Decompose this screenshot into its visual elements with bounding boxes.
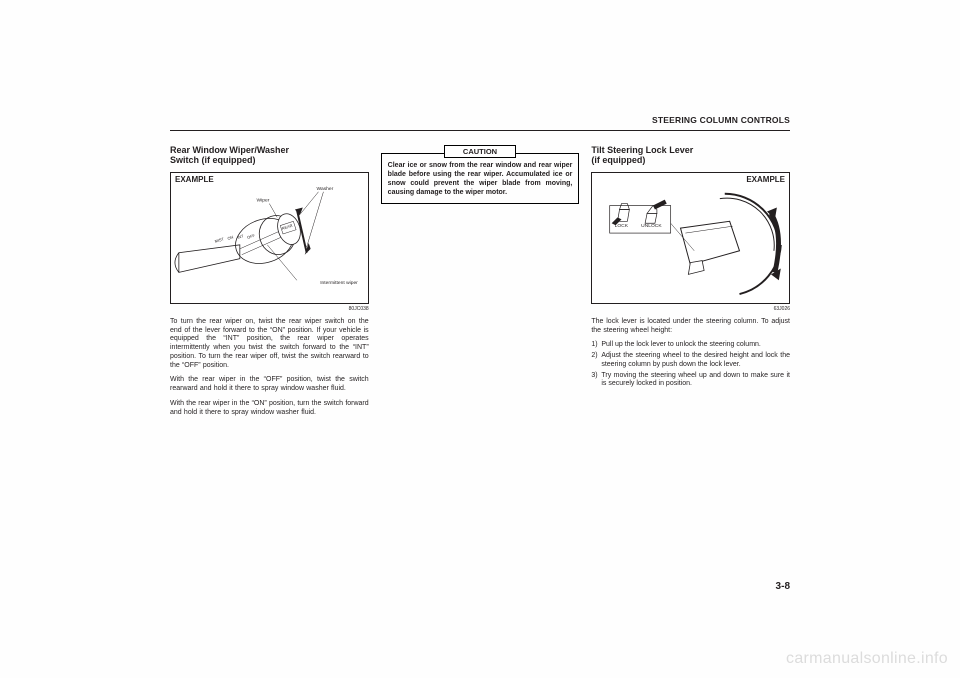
col3-heading-l1: Tilt Steering Lock Lever (591, 145, 693, 155)
col1-heading: Rear Window Wiper/Washer Switch (if equi… (170, 145, 369, 166)
manual-page: STEERING COLUMN CONTROLS Rear Window Wip… (170, 130, 790, 560)
knob-on-label: ON (227, 234, 234, 241)
col1-p2: With the rear wiper in the “OFF” positio… (170, 376, 369, 394)
page-number: 3-8 (776, 581, 790, 592)
fig-washer-label: Washer (317, 186, 334, 192)
col3-p1: The lock lever is located under the stee… (591, 318, 790, 336)
col3-fig-id: 63J026 (591, 306, 790, 312)
caution-body: Clear ice or snow from the rear window a… (382, 162, 579, 203)
knob-int-label: INT (237, 233, 245, 240)
fig-wiper-label: Wiper (257, 197, 270, 203)
fig-unlock-label: UNLOCK (642, 223, 663, 229)
caution-title: CAUTION (444, 145, 516, 158)
wiper-switch-illustration: REAR MIST ON INT OFF Washer Wiper (171, 173, 368, 303)
col1-heading-l2: Switch (if equipped) (170, 155, 256, 165)
list-item-2: 2) Adjust the steering wheel to the desi… (591, 352, 790, 370)
list-item-3: 3) Try moving the steering wheel up and … (591, 372, 790, 390)
column-2: CAUTION Clear ice or snow from the rear … (381, 145, 580, 423)
li2-num: 2) (591, 352, 601, 370)
running-header: STEERING COLUMN CONTROLS (652, 115, 790, 125)
watermark: carmanualsonline.info (786, 650, 948, 668)
svg-text:MIST: MIST (214, 236, 225, 244)
content-columns: Rear Window Wiper/Washer Switch (if equi… (170, 145, 790, 423)
col3-heading-l2: (if equipped) (591, 155, 645, 165)
col1-p1: To turn the rear wiper on, twist the rea… (170, 318, 369, 371)
column-1: Rear Window Wiper/Washer Switch (if equi… (170, 145, 369, 423)
li3-num: 3) (591, 372, 601, 390)
li1-text: Pull up the lock lever to unlock the ste… (601, 341, 790, 350)
col1-heading-l1: Rear Window Wiper/Washer (170, 145, 289, 155)
li2-text: Adjust the steering wheel to the desired… (601, 352, 790, 370)
list-item-1: 1) Pull up the lock lever to unlock the … (591, 341, 790, 350)
col1-fig-id: 80JC038 (170, 306, 369, 312)
header-rule (170, 130, 790, 131)
li1-num: 1) (591, 341, 601, 350)
li3-text: Try moving the steering wheel up and dow… (601, 372, 790, 390)
col3-heading: Tilt Steering Lock Lever (if equipped) (591, 145, 790, 166)
column-3: Tilt Steering Lock Lever (if equipped) E… (591, 145, 790, 423)
knob-off-label: OFF (246, 232, 256, 239)
caution-box: CAUTION Clear ice or snow from the rear … (381, 153, 580, 204)
col1-figure: EXAMPLE REAR MIST (170, 172, 369, 304)
tilt-lever-illustration: LOCK UNLOCK (592, 173, 789, 303)
fig-int-label: Intermittent wiper (320, 280, 358, 286)
col1-p3: With the rear wiper in the “ON” position… (170, 400, 369, 418)
col3-figure: EXAMPLE LOCK UNLOCK (591, 172, 790, 304)
